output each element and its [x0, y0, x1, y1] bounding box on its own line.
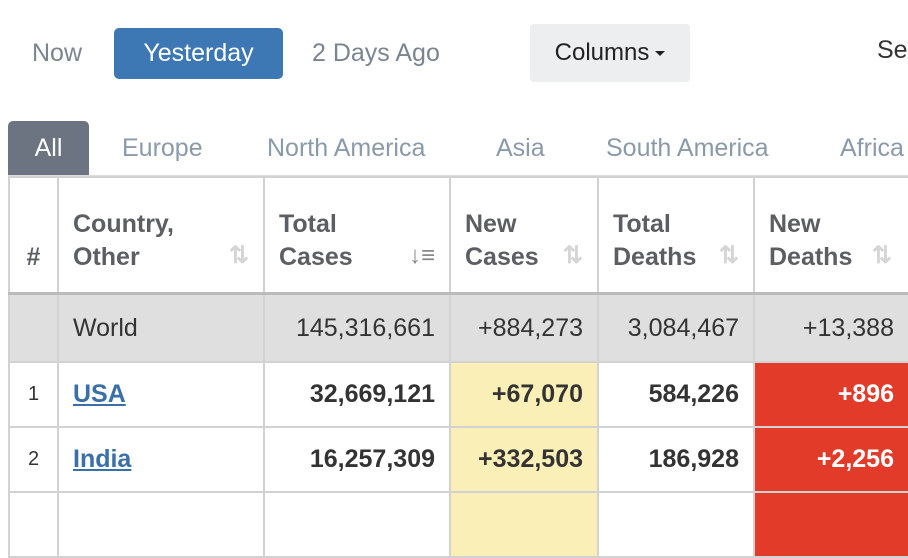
- table-row: [8, 491, 908, 558]
- sort-icon: ⇅: [871, 242, 892, 269]
- new-cases-cell: +67,070: [449, 361, 599, 428]
- new-cases-cell: +332,503: [449, 426, 599, 493]
- tab-asia[interactable]: Asia: [496, 134, 545, 162]
- columns-label: Columns: [554, 39, 650, 66]
- tab-africa[interactable]: Africa: [840, 134, 904, 162]
- tab-all[interactable]: All: [8, 121, 89, 176]
- total-cases-cell: 145,316,661: [263, 292, 451, 363]
- rank-header[interactable]: #: [8, 176, 59, 295]
- rank-cell: 2: [8, 426, 59, 493]
- new-deaths-cell: +896: [753, 361, 908, 428]
- total-deaths-header[interactable]: Total Deaths ⇅: [597, 176, 755, 295]
- sort-icon: ⇅: [718, 242, 739, 269]
- total-cases-cell: 32,669,121: [263, 361, 451, 428]
- total-deaths-cell: 186,928: [597, 426, 755, 493]
- new-deaths-header[interactable]: New Deaths ⇅: [753, 176, 908, 295]
- table-row: 2 India 16,257,309 +332,503 186,928 +2,2…: [8, 426, 908, 493]
- search-label: Se: [877, 36, 908, 64]
- new-deaths-cell: +2,256: [753, 426, 908, 493]
- tab-south-america[interactable]: South America: [606, 134, 769, 162]
- tab-divider: [8, 175, 908, 177]
- new-deaths-cell: +13,388: [753, 292, 908, 363]
- rank-cell: 1: [8, 361, 59, 428]
- total-deaths-cell: 584,226: [597, 361, 755, 428]
- total-deaths-cell: 3,084,467: [597, 292, 755, 363]
- country-cell: USA: [57, 361, 265, 428]
- two-days-ago-link[interactable]: 2 Days Ago: [312, 39, 440, 67]
- table-row: 1 USA 32,669,121 +67,070 584,226 +896: [8, 361, 908, 428]
- now-link[interactable]: Now: [32, 39, 83, 67]
- country-link[interactable]: USA: [73, 380, 126, 408]
- caret-down-icon: [655, 51, 666, 57]
- sort-desc-icon: ↓≡: [408, 242, 435, 269]
- tab-north-america[interactable]: North America: [267, 134, 426, 162]
- country-cell: World: [57, 292, 265, 363]
- world-row: World 145,316,661 +884,273 3,084,467 +13…: [8, 292, 908, 363]
- sort-icon: ⇅: [562, 242, 583, 269]
- country-link[interactable]: India: [73, 445, 132, 473]
- country-header[interactable]: Country, Other ⇅: [57, 176, 265, 295]
- new-cases-header[interactable]: New Cases ⇅: [449, 176, 599, 295]
- tab-europe[interactable]: Europe: [122, 134, 203, 162]
- yesterday-button[interactable]: Yesterday: [114, 28, 283, 79]
- sort-icon: ⇅: [228, 242, 249, 269]
- total-cases-header[interactable]: Total Cases ↓≡: [263, 176, 451, 295]
- total-cases-cell: 16,257,309: [263, 426, 451, 493]
- country-cell: India: [57, 426, 265, 493]
- new-cases-cell: +884,273: [449, 292, 599, 363]
- columns-button[interactable]: Columns: [530, 24, 690, 82]
- header-row: # Country, Other ⇅ Total Cases ↓≡ New Cases ⇅ …: [8, 176, 908, 295]
- covid-table: # Country, Other ⇅ Total Cases ↓≡ New Cases ⇅ …: [8, 176, 908, 558]
